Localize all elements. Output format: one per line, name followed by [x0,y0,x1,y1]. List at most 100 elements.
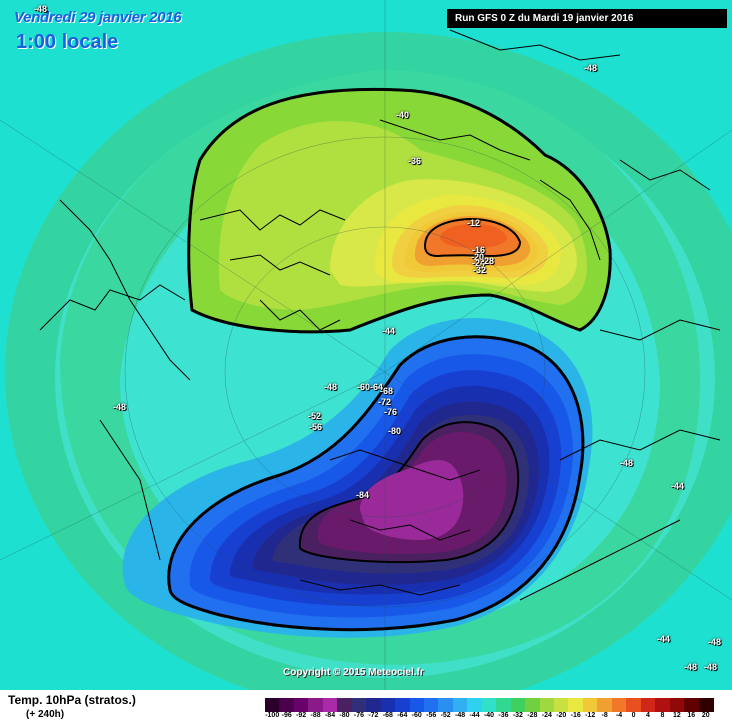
scale-swatch [452,698,468,712]
contour-label: -16 [472,245,486,255]
color-scale: -100 -96 -92 -88 -84 -80 -76 -72 -68 -64 -60 -56 -52… [265,698,714,726]
scale-label: -48 [455,712,466,719]
scale-swatch [423,698,439,712]
contour-label: -44 [657,634,671,644]
scale-label: -92 [296,712,307,719]
forecast-horizon: (+ 240h) [26,709,65,720]
contour-label: -40 [396,110,410,120]
scale-swatch [351,698,367,712]
scale-swatch [481,698,497,712]
scale-label: -72 [368,712,379,719]
scale-swatch [337,698,353,712]
contour-label: -48 [684,662,698,672]
scale-swatch [568,698,584,712]
contour-label: -68 [380,386,394,396]
scale-swatch [293,698,309,712]
scale-swatch [655,698,671,712]
scale-label: 8 [660,712,665,719]
scale-swatch [669,698,685,712]
run-info: Run GFS 0 Z du Mardi 19 janvier 2016 [447,9,727,28]
scale-label: 12 [672,712,681,719]
scale-label: -4 [615,712,623,719]
scale-label: -28 [527,712,538,719]
scale-swatch [640,698,656,712]
contour-label: -48 [620,458,634,468]
scale-swatch [308,698,324,712]
scale-label: -12 [585,712,596,719]
scale-label: -20 [556,712,567,719]
contour-label: -76 [384,407,398,417]
contour-label: -60 [357,382,371,392]
scale-label: -80 [339,712,350,719]
scale-label: -88 [310,712,321,719]
scale-label: -76 [353,712,364,719]
scale-label: -24 [541,712,552,719]
temperature-map: Vendredi 29 janvier 2016 1:00 locale Run… [0,0,732,690]
scale-label: -84 [324,712,336,719]
scale-swatch [467,698,483,712]
scale-swatch [322,698,338,712]
scale-label: -60 [411,712,422,719]
scale-label: -16 [570,712,581,719]
scale-swatch [279,698,295,712]
contour-label: -12 [467,218,481,228]
contour-label: -84 [356,490,370,500]
contour-label: -80 [388,426,402,436]
scale-swatch [597,698,613,712]
scale-label: -44 [469,712,480,719]
parameter-name: Temp. 10hPa (stratos.) [8,693,136,707]
scale-label: 4 [646,712,650,719]
contour-label: -48 [324,382,338,392]
legend-footer: Temp. 10hPa (stratos.) (+ 240h) -100 -96-… [0,690,732,728]
scale-label: -100 [265,712,280,719]
scale-label: -96 [281,712,292,719]
scale-swatch [438,698,454,712]
scale-label: -64 [397,712,408,719]
scale-swatch [539,698,555,712]
contour-label: -44 [382,326,396,336]
scale-swatch [525,698,541,712]
scale-label: -32 [512,712,523,719]
contour-label: -36 [408,156,422,166]
map-canvas [0,0,732,690]
contour-label: -48 [113,402,127,412]
scale-swatch [611,698,627,712]
warm-core [440,224,507,248]
scale-label: 16 [687,712,696,719]
scale-label: 0 [631,712,636,719]
contour-label: -48 [708,637,722,647]
scale-swatch [496,698,512,712]
forecast-time: 1:00 locale [16,31,119,53]
scale-label: -56 [426,712,437,719]
scale-label: -52 [440,712,451,719]
scale-swatch [395,698,411,712]
scale-swatch [554,698,570,712]
scale-swatch [380,698,396,712]
contour-label: -48 [584,63,598,73]
contour-label: -44 [671,481,685,491]
scale-swatch [698,698,714,712]
contour-label: -48 [704,662,718,672]
scale-swatch [626,698,642,712]
contour-label: -24 [472,258,486,268]
contour-label: -20 [471,252,485,262]
scale-label: 20 [701,712,710,719]
scale-label: -8 [601,712,608,719]
contour-label: -64 [370,382,384,392]
scale-swatch [582,698,598,712]
scale-swatch [510,698,526,712]
coastlines [39,29,721,601]
scale-swatch [684,698,700,712]
contour-label: -56 [309,422,323,432]
contour-label: -48 [34,4,48,14]
cold-core [360,460,464,540]
contour-label: -28 [481,256,495,266]
copyright: Copyright © 2015 Meteociel.fr [283,667,424,678]
scale-label: -36 [498,712,509,719]
contour-label: -52 [308,411,322,421]
graticule [0,0,732,690]
contour-label: -32 [473,265,487,275]
contour-label: -72 [378,397,392,407]
scale-swatch [265,698,280,712]
forecast-date: Vendredi 29 janvier 2016 [14,9,182,26]
